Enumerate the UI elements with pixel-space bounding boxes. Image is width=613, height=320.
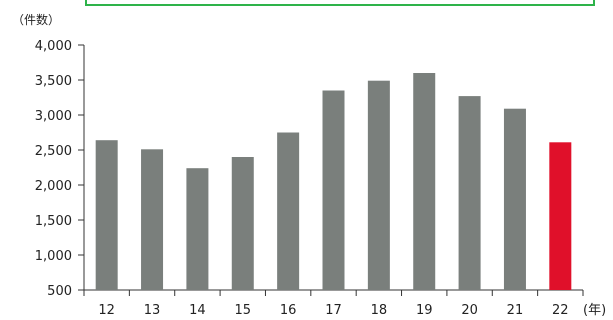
x-tick-label: 16 [280,303,297,318]
bar-16 [277,132,300,290]
x-tick-label: 15 [234,303,251,318]
bar-12 [95,140,118,290]
y-tick-label: 4,000 [35,39,72,54]
y-tick-label: 1,500 [35,214,72,229]
x-tick-label: 21 [507,303,524,318]
x-tick-label: 19 [416,303,433,318]
x-tick-label: 20 [461,303,478,318]
bar-17 [322,90,345,290]
top-frame [85,0,595,6]
x-tick-label: 13 [144,303,161,318]
x-axis: 12 13 14 15 16 17 18 19 20 21 22 [83,289,584,318]
y-tick-label: 1,000 [35,249,72,264]
bars [95,73,572,290]
bar-19 [413,73,436,290]
y-tick-label: 3,000 [35,109,72,124]
x-tick-label: 17 [325,303,342,318]
y-axis: 500 1,000 1,500 2,000 2,500 3,000 3,500 4,000 [35,39,85,299]
x-axis-unit: (年) [583,303,606,318]
y-tick-label: 2,000 [35,179,72,194]
y-tick-label: 2,500 [35,144,72,159]
bar-15 [231,157,254,290]
x-tick-label: 22 [552,303,569,318]
y-tick-label: 500 [47,284,72,299]
bar-18 [367,80,390,290]
y-axis-unit: （件数） [12,12,60,27]
x-tick-label: 12 [98,303,115,318]
bar-22 [549,142,572,290]
bar-21 [503,108,526,290]
y-tick-label: 3,500 [35,74,72,89]
x-tick-label: 14 [189,303,206,318]
bar-13 [141,149,164,290]
bar-14 [186,168,209,290]
bar-20 [458,96,481,290]
x-tick-label: 18 [371,303,388,318]
